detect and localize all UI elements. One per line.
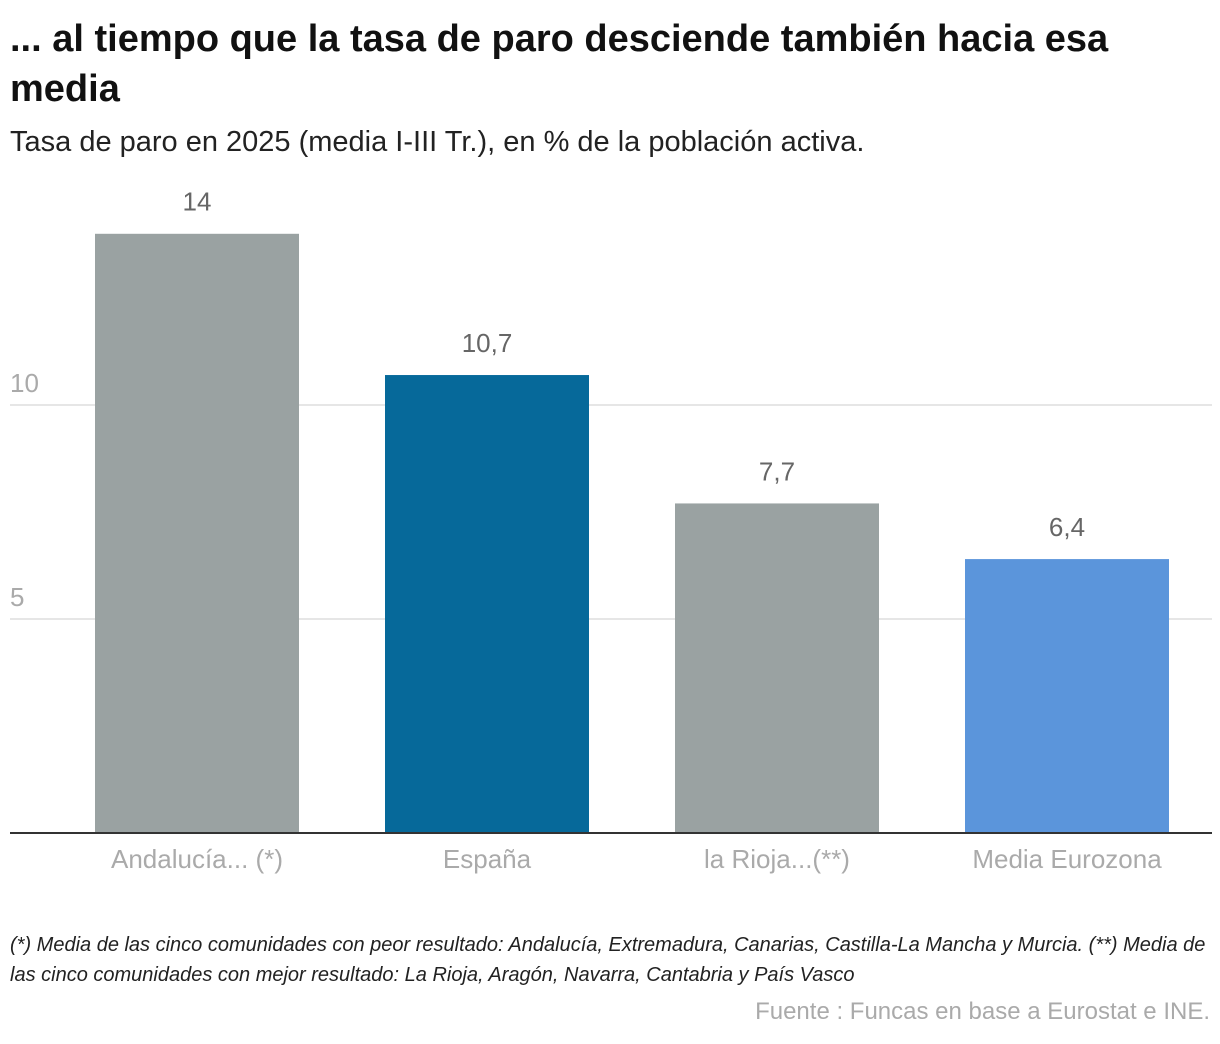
x-tick-label: España — [443, 844, 532, 874]
y-tick-label: 10 — [10, 368, 39, 398]
x-tick-label: la Rioja...(**) — [704, 844, 850, 874]
data-label: 7,7 — [759, 456, 795, 486]
chart: 5 10 14 Andalucía... (*) 10,7 España 7,7 la Rio… — [10, 187, 1212, 874]
bar — [965, 559, 1169, 833]
chart-title: ... al tiempo que la tasa de paro descie… — [10, 18, 1109, 110]
bar — [385, 375, 589, 833]
x-tick-label: Media Eurozona — [972, 844, 1162, 874]
bar — [95, 233, 299, 834]
chart-subtitle: Tasa de paro en 2025 (media I-III Tr.), … — [10, 126, 865, 158]
data-label: 14 — [183, 187, 212, 217]
y-tick-label: 5 — [10, 582, 24, 612]
bar — [675, 503, 879, 833]
data-label: 6,4 — [1049, 512, 1085, 542]
source: Fuente : Funcas en base a Eurostat e INE… — [755, 998, 1210, 1025]
footnote: (*) Media de las cinco comunidades con p… — [10, 934, 1206, 986]
x-tick-label: Andalucía... (*) — [111, 844, 283, 874]
data-label: 10,7 — [462, 328, 513, 358]
